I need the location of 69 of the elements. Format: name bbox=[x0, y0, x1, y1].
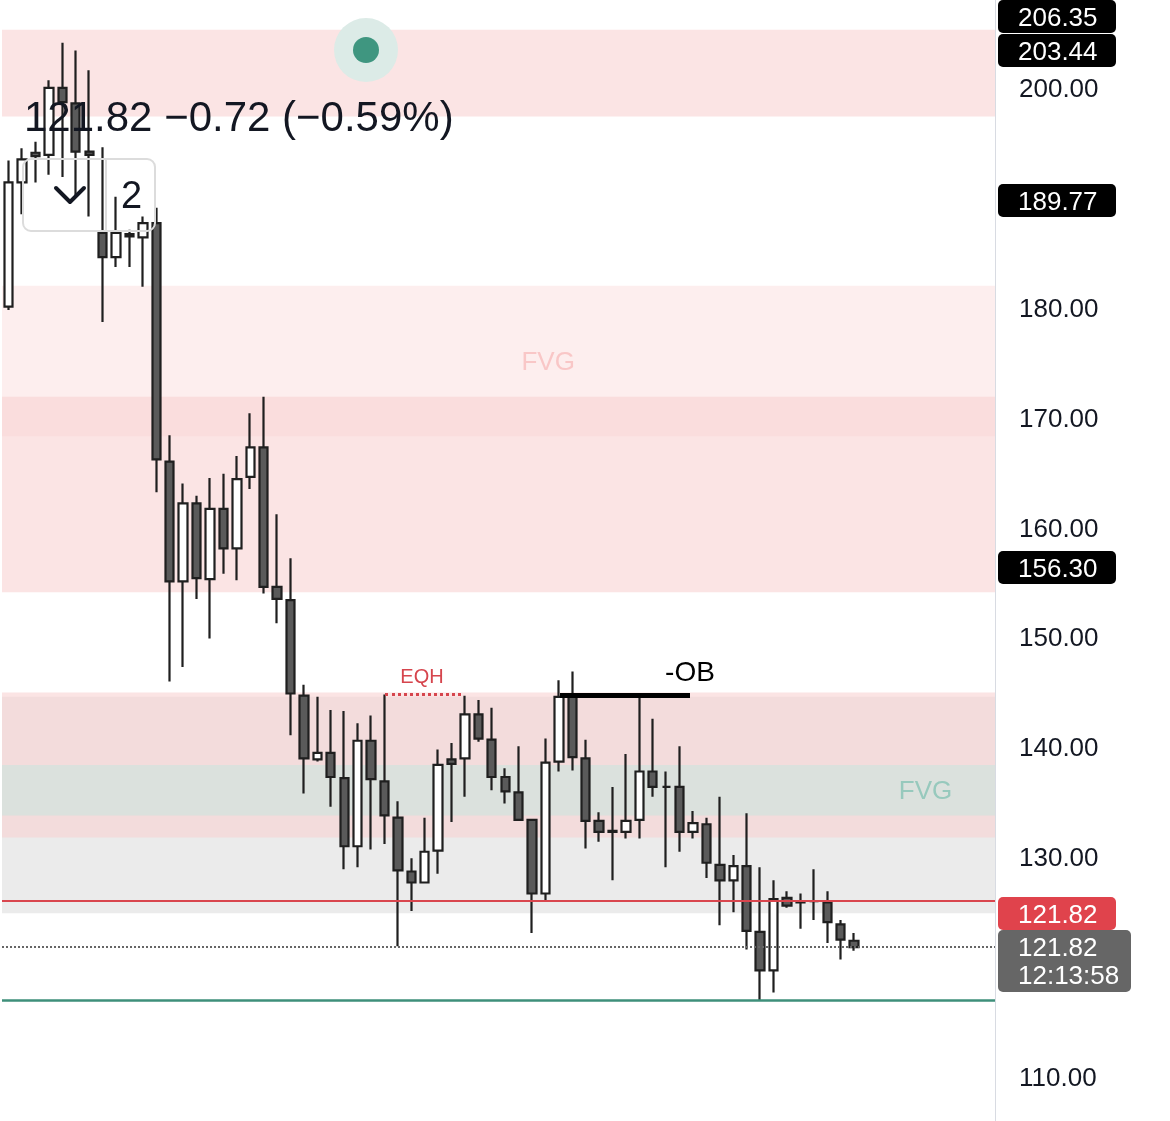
candlestick bbox=[446, 741, 457, 824]
candlestick bbox=[473, 698, 484, 743]
y-tick-label: 160.00 bbox=[1019, 512, 1099, 543]
text: 206.35 bbox=[998, 0, 1116, 33]
ref-line-label: -OB bbox=[665, 655, 715, 687]
ref-line-label: EQH bbox=[400, 664, 444, 687]
candlestick bbox=[661, 770, 672, 869]
candlestick bbox=[110, 195, 122, 269]
candlestick bbox=[218, 472, 229, 575]
candlestick bbox=[486, 706, 497, 792]
candlestick bbox=[432, 748, 444, 875]
text: 189.77 bbox=[998, 184, 1116, 217]
candlestick bbox=[177, 482, 189, 669]
candlestick bbox=[822, 890, 833, 945]
candlestick bbox=[701, 816, 712, 880]
candlestick bbox=[365, 714, 377, 851]
candlestick bbox=[768, 879, 779, 994]
y-tick-label: 110.00 bbox=[1019, 1062, 1097, 1093]
candlestick bbox=[191, 494, 202, 601]
annotation: 2 bbox=[119, 173, 144, 218]
candlestick bbox=[795, 892, 806, 930]
dropdown-button: 2 bbox=[22, 158, 156, 232]
band-label: FVG bbox=[898, 775, 953, 806]
y-tick-label: 180.00 bbox=[1019, 292, 1099, 323]
candlestick bbox=[513, 745, 524, 823]
y-tick-label: 150.00 bbox=[1019, 622, 1099, 653]
y-tick-label: 170.00 bbox=[1019, 402, 1099, 433]
candlestick bbox=[339, 709, 350, 871]
text: 203.44 bbox=[998, 34, 1116, 67]
text: 156.30 bbox=[998, 551, 1116, 584]
candlestick bbox=[231, 454, 243, 582]
candlestick bbox=[325, 708, 336, 808]
candlestick bbox=[567, 670, 578, 772]
candlestick bbox=[164, 434, 175, 683]
candlestick bbox=[526, 817, 538, 935]
candlestick bbox=[97, 146, 108, 324]
candlestick bbox=[419, 816, 430, 885]
candlestick bbox=[258, 395, 269, 595]
candlestick bbox=[674, 745, 685, 853]
candlestick bbox=[137, 215, 149, 288]
text: 121.82 bbox=[998, 897, 1116, 930]
candlestick bbox=[593, 811, 605, 843]
candlestick bbox=[285, 557, 296, 737]
candlestick bbox=[245, 412, 256, 491]
candlestick bbox=[151, 206, 162, 494]
candlestick bbox=[580, 738, 591, 850]
ref-line-label: 121.82 12:13:58 bbox=[998, 930, 1132, 993]
candlestick bbox=[687, 809, 699, 840]
candlestick bbox=[728, 853, 739, 914]
candlestick bbox=[406, 857, 417, 913]
candlestick bbox=[298, 683, 310, 795]
candlestick bbox=[204, 476, 216, 640]
y-tick-label: 140.00 bbox=[1019, 732, 1099, 763]
candlestick bbox=[647, 717, 658, 798]
candlestick bbox=[500, 767, 511, 805]
candlestick bbox=[3, 159, 14, 312]
candlestick bbox=[30, 140, 41, 184]
candlestick bbox=[553, 679, 565, 773]
candlestick bbox=[714, 795, 726, 927]
candlestick bbox=[271, 513, 283, 625]
candlestick bbox=[459, 694, 471, 798]
candlestick bbox=[620, 752, 632, 840]
candlestick bbox=[312, 695, 323, 763]
candlestick bbox=[607, 785, 618, 882]
y-tick-label: 130.00 bbox=[1019, 842, 1099, 873]
y-tick-label: 200.00 bbox=[1019, 72, 1099, 103]
candlestick bbox=[540, 737, 551, 902]
candlestick bbox=[379, 693, 390, 846]
candlestick bbox=[352, 722, 363, 869]
